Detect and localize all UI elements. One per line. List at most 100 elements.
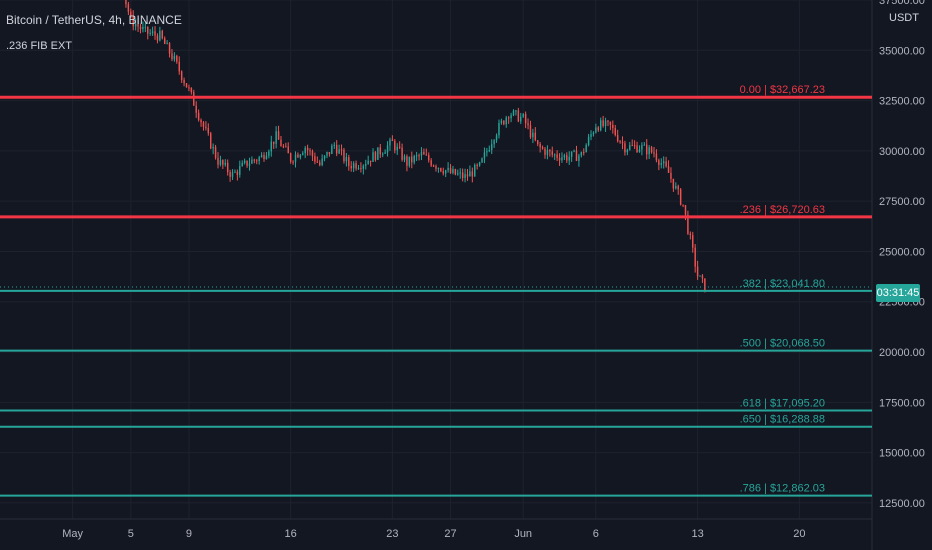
candle-body <box>171 53 173 60</box>
candle-body <box>423 152 425 155</box>
candle-body <box>367 160 369 165</box>
candle-body <box>343 149 345 162</box>
candle-body <box>599 120 602 131</box>
candle-body <box>202 122 205 127</box>
candle-body <box>563 155 566 158</box>
candle-body <box>406 156 408 166</box>
candle-body <box>413 156 415 163</box>
candle-body <box>517 110 520 122</box>
candle-body <box>573 150 575 152</box>
candle-body <box>335 144 338 154</box>
candle-body <box>602 120 604 126</box>
candle-body <box>178 61 180 72</box>
candle-body <box>696 266 699 277</box>
candle-body <box>614 128 616 136</box>
candle-body <box>333 144 335 146</box>
candle-body <box>180 71 183 81</box>
candle-body <box>125 0 127 5</box>
candle-body <box>667 166 670 173</box>
candle-body <box>677 186 679 190</box>
price-tick-label: 15000.00 <box>879 448 925 460</box>
candle-body <box>464 174 466 178</box>
candle-body <box>612 124 614 129</box>
candle-body <box>139 26 142 30</box>
candle-body <box>442 171 444 174</box>
price-tick-label: 20000.00 <box>879 347 925 359</box>
candle-body <box>682 204 684 206</box>
candle-body <box>188 87 190 89</box>
candle-body <box>200 119 202 123</box>
candle-body <box>282 146 285 148</box>
candle-body <box>396 146 398 151</box>
candle-body <box>609 121 612 125</box>
candle-body <box>425 154 428 156</box>
symbol-title[interactable]: Bitcoin / TetherUS, 4h, BINANCE <box>6 13 182 27</box>
candle-body <box>265 155 268 160</box>
price-axis[interactable]: 37500.00 35000.00 32500.00 30000.00 27500.00… <box>879 0 925 510</box>
candle-body <box>626 149 629 153</box>
candle-body <box>190 87 193 93</box>
candle-body <box>604 120 607 126</box>
candle-body <box>556 154 558 158</box>
candle-body <box>493 140 495 145</box>
candle-body <box>478 162 481 166</box>
candle-body <box>338 149 340 154</box>
candle-body <box>205 126 207 129</box>
price-tick-label: 32500.00 <box>879 96 925 108</box>
candle-body <box>488 149 491 152</box>
candle-body <box>692 235 694 248</box>
candle-body <box>558 157 561 161</box>
time-tick-label: 23 <box>386 528 398 540</box>
candle-body <box>272 141 275 144</box>
candle-body <box>224 162 226 165</box>
indicator-label[interactable]: .236 FIB EXT <box>6 40 73 52</box>
candle-body <box>539 144 541 148</box>
candle-body <box>357 168 360 170</box>
candle-body <box>149 32 151 34</box>
time-tick-label: 9 <box>186 528 192 540</box>
candle-body <box>386 145 389 153</box>
candle-body <box>379 147 382 155</box>
candle-body <box>532 132 534 138</box>
candle-body <box>440 168 442 172</box>
candle-body <box>699 275 701 277</box>
candle-body <box>144 26 147 28</box>
candle-body <box>147 26 149 34</box>
chart-grid <box>0 0 873 550</box>
candle-body <box>444 170 447 174</box>
candle-body <box>515 110 517 112</box>
candle-body <box>277 131 280 140</box>
candle-body <box>641 145 643 150</box>
candle-body <box>248 163 251 166</box>
candle-body <box>454 169 457 175</box>
price-tick-label: 37500.00 <box>879 0 925 7</box>
candle-body <box>597 127 600 131</box>
candle-body <box>607 120 609 122</box>
candle-body <box>430 160 432 166</box>
candle-body <box>457 173 459 175</box>
candle-body <box>137 24 139 27</box>
time-axis[interactable]: May 5 9 16 23 27 Jun 6 13 20 <box>62 528 805 540</box>
candle-body <box>687 214 689 234</box>
candle-body <box>616 135 619 142</box>
candle-body <box>679 189 682 205</box>
candle-body <box>621 141 624 144</box>
time-tick-label: Jun <box>514 528 532 540</box>
price-tick-label: 35000.00 <box>879 45 925 57</box>
candle-body <box>369 160 372 162</box>
candle-body <box>173 55 176 60</box>
candle-body <box>331 145 333 154</box>
price-tick-label: 27500.00 <box>879 196 925 208</box>
candle-body <box>503 120 505 125</box>
price-tick-label: 30000.00 <box>879 146 925 158</box>
candle-body <box>161 30 164 39</box>
candle-body <box>185 83 188 88</box>
candle-body <box>474 164 476 177</box>
candle-body <box>469 171 471 177</box>
candle-body <box>156 35 159 41</box>
candle-body <box>520 116 522 122</box>
candle-body <box>326 152 328 156</box>
candle-body <box>391 139 394 141</box>
fib-level-label: 0.00 | $32,667.23 <box>740 84 825 96</box>
